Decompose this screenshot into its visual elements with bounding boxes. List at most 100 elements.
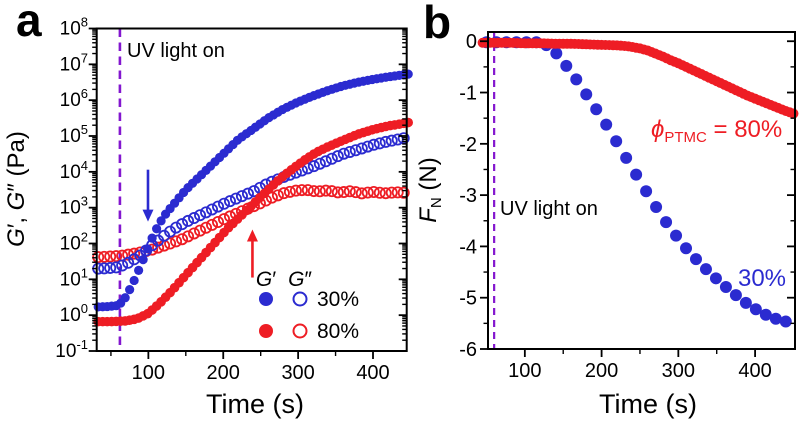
data-point [104,261,117,274]
data-point [217,213,230,226]
data-point [176,218,189,231]
y-tick-label: -5 [459,288,477,310]
x-tick-label: 200 [585,360,618,382]
x-tick-label: 400 [738,360,771,382]
x-tick-label: 200 [207,362,240,384]
data-point [188,212,201,225]
data-point [788,108,799,119]
data-point [223,195,236,208]
data-point [660,216,673,229]
data-point [343,145,356,158]
data-point [164,225,177,238]
data-point [182,214,195,227]
data-point [307,160,320,173]
panel-a-uv-annotation: UV light on [127,40,225,62]
data-point [200,206,213,219]
data-point [749,303,762,316]
data-point [689,253,702,266]
y-tick-label: -1 [459,83,477,105]
data-point [156,216,166,226]
data-point [699,263,712,276]
data-point [630,168,643,181]
y-tick-label: 107 [60,50,88,75]
data-point [325,185,338,198]
y-tick-label: 108 [60,15,88,40]
panel-b: 0 -1 -2 -3 -4 -5 -6 100 200 300 400 FN (N) ϕPTMC = 8… [415,31,799,382]
data-point [640,185,653,198]
panel-a: 108 107 106 105 104 103 102 101 100 10-1 100 200 300… [3,15,413,384]
data-point [355,142,368,155]
data-point [122,256,135,269]
data-point [670,229,683,242]
legend-row-label: 80% [317,320,359,343]
y-tick-label: 101 [60,265,88,290]
series-b1 [477,37,799,119]
data-point [247,185,260,198]
data-point [367,138,380,151]
data-point [739,296,752,309]
data-point [570,73,583,86]
y-tick-label: 102 [60,230,88,255]
legend-marker-open [292,291,308,307]
y-tick-label: 0 [466,31,477,53]
plot-frame-a [95,27,408,352]
legend-header: G″ [288,268,312,291]
data-point [620,151,633,164]
data-point [212,200,225,213]
data-point [147,233,157,243]
legend-marker-filled [259,292,273,306]
data-point [277,187,290,200]
data-point [325,152,338,165]
series-a3 [93,69,413,312]
data-point [343,185,356,198]
panel-b-uv-annotation: UV light on [500,198,598,220]
legend-header: G′ [256,268,276,291]
data-point [125,285,135,295]
gel-point-arrowhead-80 [246,229,258,242]
data-point [170,235,183,248]
data-point [110,261,123,274]
panel-b-letter: b [423,0,451,48]
x-tick-label: 100 [132,362,165,384]
data-point [403,69,413,79]
data-point [241,187,254,200]
data-point [331,150,344,163]
data-point [779,315,792,328]
data-point [337,186,350,199]
data-point [217,197,230,210]
data-point [295,184,308,197]
data-point [373,137,386,150]
data-point [143,244,153,254]
data-point [385,186,398,199]
data-point [182,230,195,243]
data-point [98,250,111,263]
data-point [104,250,117,263]
data-point [560,59,573,72]
data-point [610,135,623,148]
phi-ptmc-label: ϕPTMC = 80% [651,116,782,146]
plot-frame-b [487,31,796,350]
y-tick-label: 106 [60,86,88,111]
data-point [337,147,350,160]
data-point [319,184,332,197]
data-point [116,259,129,272]
data-point [361,186,374,199]
data-point [152,241,165,254]
data-point [349,144,362,157]
data-point [301,184,314,197]
legend-row-label: 30% [317,288,359,311]
data-point [397,186,410,199]
x-tick-label: 300 [281,362,314,384]
data-point [650,201,663,214]
data-point [313,185,326,198]
data-point [229,192,242,205]
data-point [206,203,219,216]
y-tick-label: -3 [459,185,477,207]
y-tick-label: 10-1 [55,337,88,362]
data-point [550,47,563,60]
y-tick-label: 104 [60,158,88,183]
data-point [128,247,141,260]
data-point [709,272,722,285]
data-point [170,221,183,234]
